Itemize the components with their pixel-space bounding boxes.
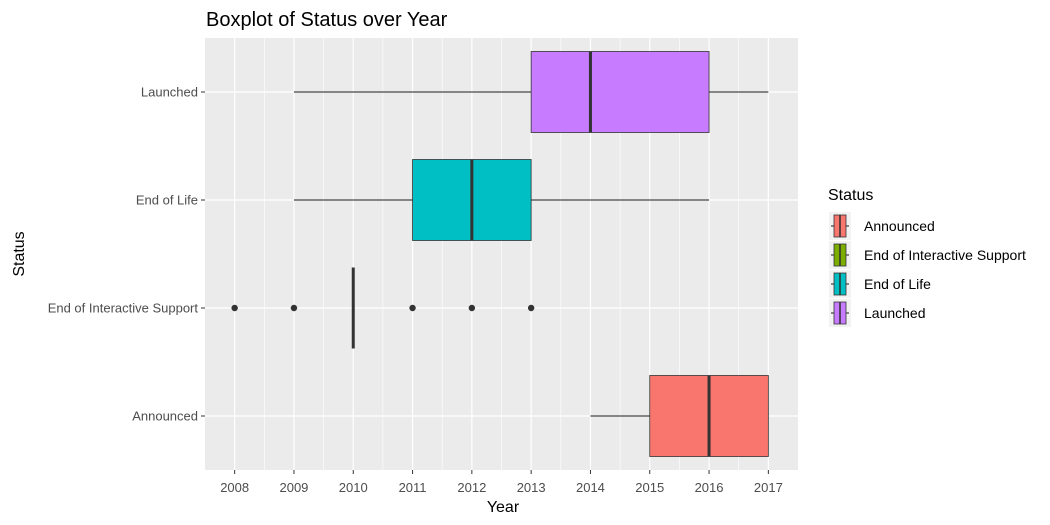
legend-title: Status xyxy=(828,187,873,204)
x-tick-label: 2014 xyxy=(576,480,605,495)
box-end-of-life xyxy=(293,159,710,241)
x-tick-label: 2011 xyxy=(399,480,427,495)
legend-item: Launched xyxy=(829,299,926,327)
box-iqr xyxy=(530,51,710,133)
legend-item: End of Life xyxy=(829,270,931,298)
y-tick-label: Launched xyxy=(141,85,198,100)
x-axis-ticks: 2008 2009 2010 2011 2012 2013 2014 2015 2016 2017 xyxy=(220,470,783,495)
box-announced xyxy=(590,375,769,457)
box-end-of-interactive-support xyxy=(231,267,535,349)
x-tick-label: 2008 xyxy=(220,480,249,495)
y-axis-title: Status xyxy=(11,231,28,276)
legend-item-label: End of Life xyxy=(864,276,931,292)
legend-item: Announced xyxy=(829,212,935,240)
box-launched xyxy=(293,51,769,133)
outlier-point xyxy=(527,304,535,312)
x-tick-label: 2017 xyxy=(754,480,783,495)
x-tick-label: 2009 xyxy=(279,480,308,495)
boxplot-marks xyxy=(231,51,769,457)
x-axis-title: Year xyxy=(487,499,520,516)
legend: Status Announced End of Interactive Suppo… xyxy=(828,187,1026,327)
x-tick-label: 2015 xyxy=(635,480,664,495)
outlier-point xyxy=(409,304,416,312)
y-tick-label: End of Interactive Support xyxy=(48,301,199,316)
x-tick-label: 2010 xyxy=(339,480,368,495)
legend-item-label: Launched xyxy=(864,305,926,321)
outlier-point xyxy=(468,304,476,312)
legend-item: End of Interactive Support xyxy=(829,241,1026,269)
outlier-point xyxy=(290,304,298,312)
legend-item-label: End of Interactive Support xyxy=(864,247,1026,263)
legend-item-label: Announced xyxy=(864,218,935,234)
outlier-point xyxy=(231,304,238,312)
y-tick-label: End of Life xyxy=(136,193,198,208)
y-axis-ticks: Announced End of Interactive Support End o… xyxy=(48,85,205,424)
x-tick-label: 2016 xyxy=(695,480,724,495)
x-tick-label: 2012 xyxy=(457,480,486,495)
chart-title: Boxplot of Status over Year xyxy=(206,9,448,31)
y-tick-label: Announced xyxy=(132,409,198,424)
x-tick-label: 2013 xyxy=(517,480,546,495)
